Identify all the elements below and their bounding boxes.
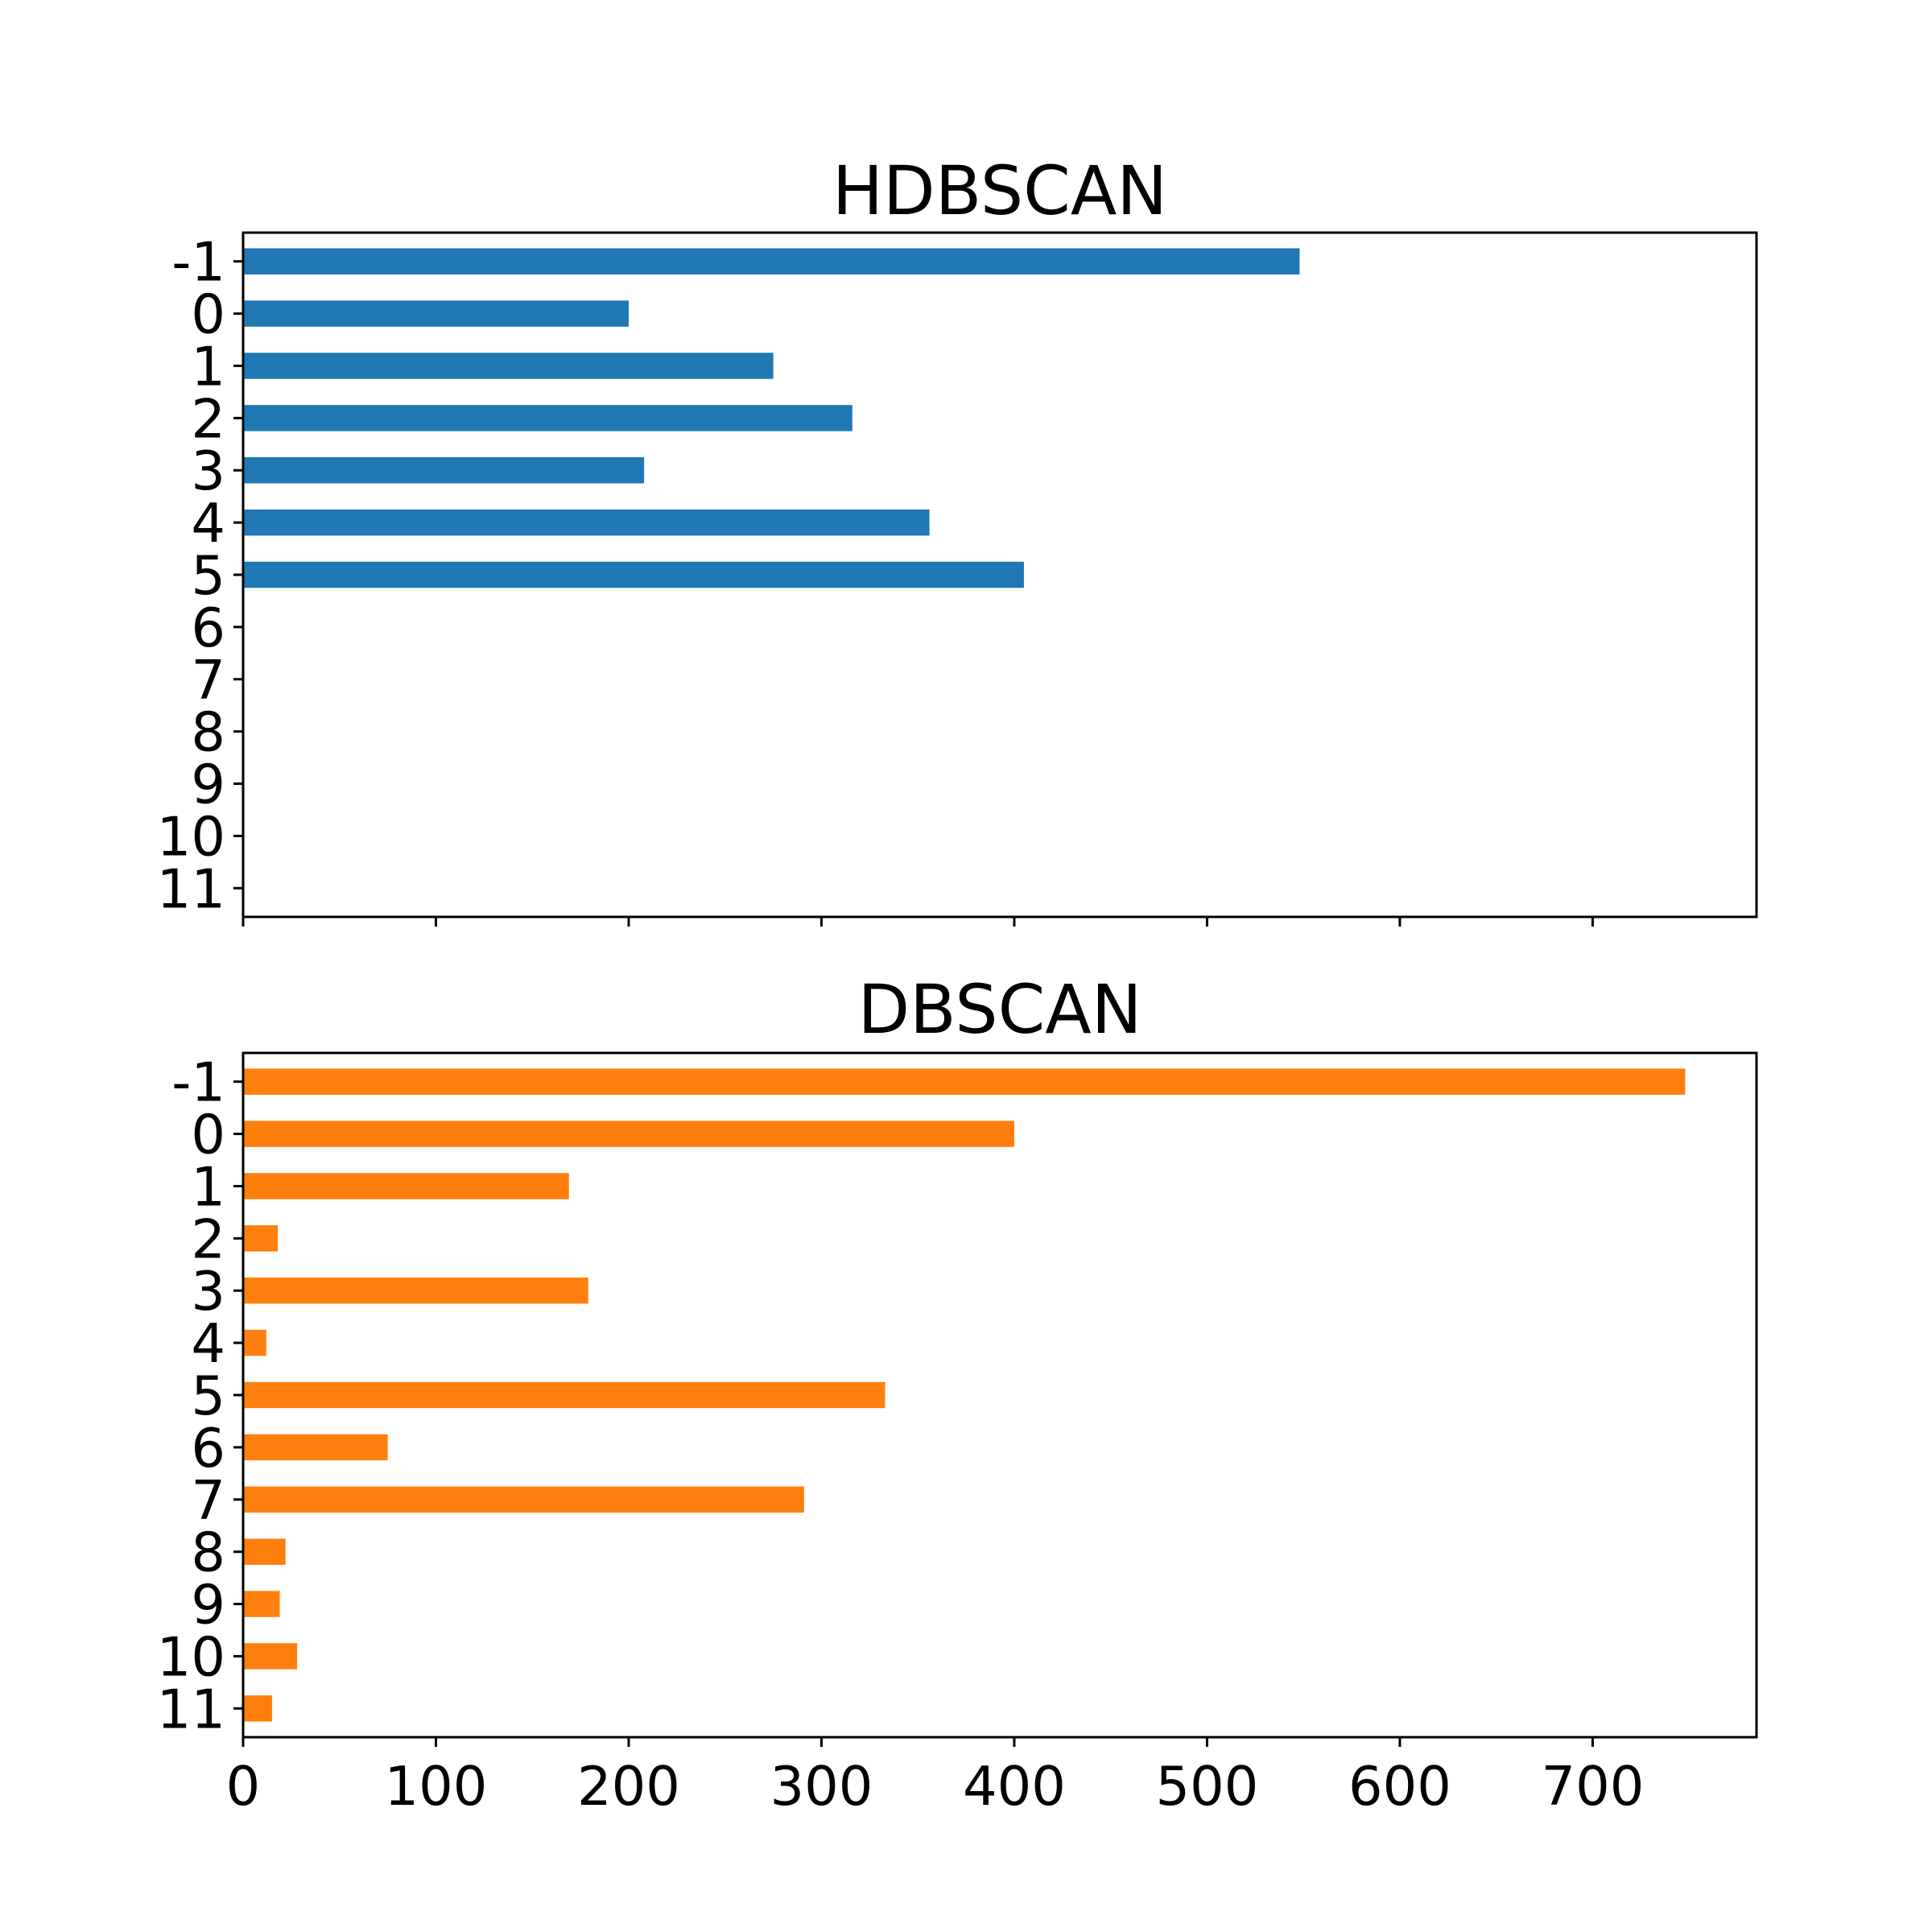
hdbscan-ytick-label-2: 2 bbox=[191, 387, 225, 450]
hdbscan-ytick-label-6: 6 bbox=[191, 597, 225, 659]
dbscan-bar-7 bbox=[243, 1486, 804, 1513]
dbscan-ytick-label-1: 1 bbox=[191, 1155, 225, 1218]
dbscan-ytick-label-7: 7 bbox=[191, 1469, 225, 1532]
dbscan-xtick-label-700: 700 bbox=[1541, 1755, 1644, 1818]
dbscan-bar-10 bbox=[243, 1643, 298, 1670]
hdbscan-bar-4 bbox=[243, 509, 930, 536]
hdbscan-ytick-label-1: 1 bbox=[191, 335, 225, 398]
dbscan-ytick-label-0: 0 bbox=[191, 1104, 225, 1166]
hdbscan-ytick-label-4: 4 bbox=[191, 492, 225, 555]
dbscan-ytick-label-10: 10 bbox=[157, 1625, 225, 1688]
dbscan-xtick-label-200: 200 bbox=[577, 1755, 680, 1818]
dbscan-ytick-label--1: -1 bbox=[171, 1051, 225, 1114]
dbscan-ytick-label-3: 3 bbox=[191, 1260, 225, 1323]
hdbscan-axes-frame bbox=[242, 231, 1758, 919]
hdbscan-bar--1 bbox=[243, 248, 1300, 275]
hdbscan-ytick-label-8: 8 bbox=[191, 701, 225, 764]
hdbscan-bar-0 bbox=[243, 300, 629, 327]
dbscan-xtick-label-500: 500 bbox=[1156, 1755, 1259, 1818]
dbscan-ytick-label-8: 8 bbox=[191, 1521, 225, 1584]
dbscan-bar-3 bbox=[243, 1278, 588, 1304]
dbscan-xtick-label-0: 0 bbox=[226, 1755, 261, 1818]
dbscan-xtick-label-100: 100 bbox=[385, 1755, 488, 1818]
hdbscan-ytick-label-10: 10 bbox=[157, 805, 225, 868]
hdbscan-bar-1 bbox=[243, 353, 774, 379]
dbscan-bar--1 bbox=[243, 1068, 1686, 1095]
dbscan-axes-frame bbox=[242, 1051, 1758, 1739]
dbscan-xtick-label-300: 300 bbox=[770, 1755, 873, 1818]
dbscan-ytick-label-11: 11 bbox=[157, 1678, 225, 1740]
dbscan-ytick-label-9: 9 bbox=[191, 1574, 225, 1637]
hdbscan-title: HDBSCAN bbox=[832, 151, 1167, 230]
hdbscan-bar-5 bbox=[243, 561, 1024, 588]
hdbscan-ytick-label-3: 3 bbox=[191, 440, 225, 502]
hdbscan-bar-2 bbox=[243, 405, 852, 431]
dbscan-ytick-label-2: 2 bbox=[191, 1208, 225, 1270]
dbscan-bar-4 bbox=[243, 1329, 266, 1356]
dbscan-xtick-label-600: 600 bbox=[1348, 1755, 1451, 1818]
dbscan-ytick-label-4: 4 bbox=[191, 1312, 225, 1375]
hdbscan-bar-3 bbox=[243, 457, 645, 484]
dbscan-title: DBSCAN bbox=[857, 970, 1141, 1049]
hdbscan-ytick-label--1: -1 bbox=[171, 231, 225, 294]
hdbscan-ytick-label-5: 5 bbox=[191, 544, 225, 607]
hdbscan-ytick-label-0: 0 bbox=[191, 283, 225, 346]
dbscan-bar-9 bbox=[243, 1591, 280, 1617]
dbscan-bar-8 bbox=[243, 1538, 286, 1565]
hdbscan-ytick-label-7: 7 bbox=[191, 649, 225, 712]
dbscan-bar-0 bbox=[243, 1121, 1014, 1147]
dbscan-bar-11 bbox=[243, 1695, 272, 1722]
dbscan-ytick-label-5: 5 bbox=[191, 1364, 225, 1427]
hdbscan-ytick-label-9: 9 bbox=[191, 753, 225, 816]
dbscan-bar-1 bbox=[243, 1173, 569, 1199]
hdbscan-ytick-label-11: 11 bbox=[157, 857, 225, 920]
dbscan-bar-2 bbox=[243, 1225, 279, 1252]
dbscan-ytick-label-6: 6 bbox=[191, 1417, 225, 1480]
dbscan-bar-5 bbox=[243, 1381, 886, 1409]
dbscan-xtick-label-400: 400 bbox=[963, 1755, 1066, 1818]
dbscan-bar-6 bbox=[243, 1434, 388, 1461]
